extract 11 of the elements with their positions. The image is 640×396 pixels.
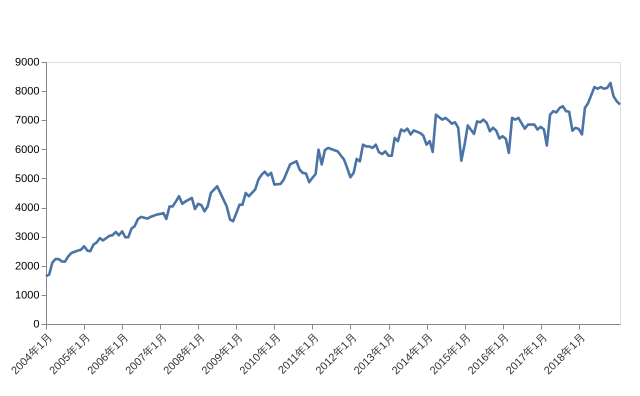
y-tick-label: 8000 xyxy=(15,86,40,98)
y-tick-label: 1000 xyxy=(15,289,40,302)
y-tick-label: 2000 xyxy=(15,260,40,272)
y-tick-label: 5000 xyxy=(15,172,40,185)
y-tick-label: 4000 xyxy=(15,202,40,214)
y-tick-label: 3000 xyxy=(15,231,40,244)
line-series xyxy=(44,82,622,278)
y-tick-label: 9000 xyxy=(15,56,40,68)
y-tick-label: 6000 xyxy=(15,144,40,156)
y-tick-label: 7000 xyxy=(15,114,40,127)
y-tick-label: 0 xyxy=(33,318,40,330)
